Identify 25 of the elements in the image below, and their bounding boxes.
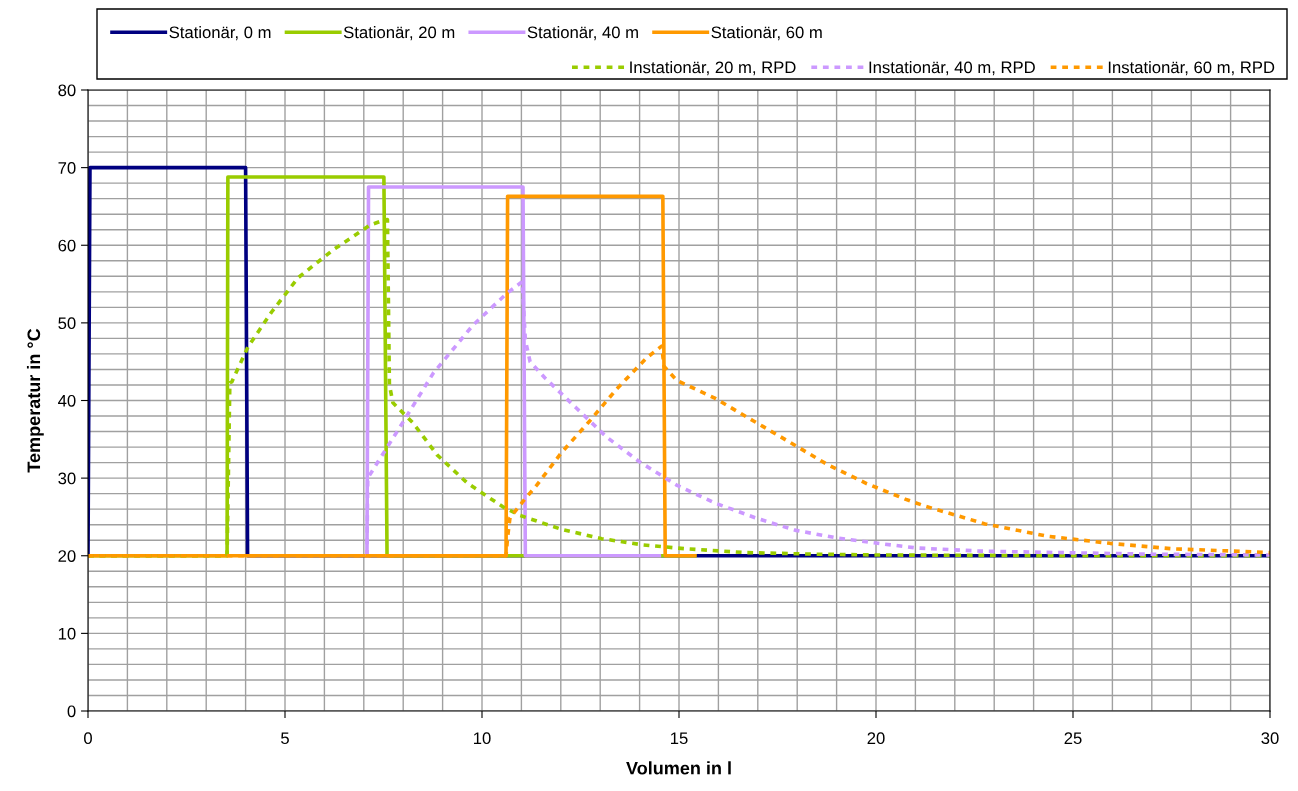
y-axis-title: Temperatur in °C — [26, 328, 44, 473]
legend-label: Instationär, 60 m, RPD — [1108, 61, 1275, 76]
x-tick-label: 5 — [281, 732, 289, 745]
legend-label: Stationär, 20 m — [343, 26, 455, 41]
legend-label: Stationär, 40 m — [527, 26, 638, 41]
legend-label: Stationär, 60 m — [711, 26, 822, 41]
y-tick-label: 60 — [58, 239, 76, 252]
legend-label: Stationär, 0 m — [169, 26, 271, 41]
x-tick-label: 25 — [1064, 732, 1082, 745]
y-tick-label: 70 — [58, 162, 76, 174]
y-tick-label: 40 — [58, 394, 76, 407]
y-tick-label: 30 — [58, 472, 76, 485]
x-tick-label: 30 — [1261, 732, 1279, 745]
y-tick-label: 50 — [58, 317, 76, 330]
y-tick-label: 80 — [58, 84, 76, 97]
x-tick-label: 15 — [671, 732, 688, 745]
x-tick-label: 10 — [474, 732, 491, 745]
x-tick-label: 0 — [84, 732, 92, 745]
x-tick-label: 20 — [867, 732, 885, 745]
y-tick-label: 10 — [58, 627, 76, 640]
y-tick-label: 0 — [67, 705, 76, 718]
legend-label: Instationär, 40 m, RPD — [869, 61, 1035, 76]
y-tick-label: 20 — [58, 550, 76, 562]
x-axis-title: Volumen in l — [626, 761, 731, 775]
legend-label: Instationär, 20 m, RPD — [630, 61, 796, 76]
